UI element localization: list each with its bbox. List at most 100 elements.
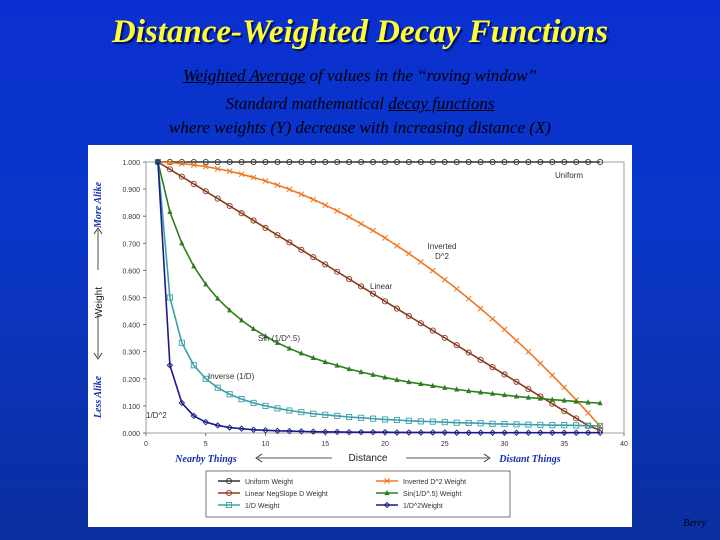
data-point: [166, 159, 173, 166]
data-point: [597, 158, 604, 166]
legend-entry-label: Sin(1/D^.5) Weight: [403, 491, 461, 498]
data-point: [250, 426, 257, 433]
data-point: [250, 325, 257, 332]
data-point: [537, 158, 544, 166]
decay-functions-term: decay functions: [388, 94, 495, 113]
data-point: [393, 158, 401, 166]
series-uniform-weight: [154, 158, 604, 166]
y-tick-label: 0.500: [122, 296, 140, 303]
data-point: [322, 261, 329, 268]
data-point: [478, 389, 484, 395]
data-point: [262, 427, 269, 434]
subtitle-line-2: Standard mathematical decay functions: [0, 94, 720, 114]
x-tick-label: 30: [501, 441, 509, 448]
data-point: [203, 281, 209, 287]
data-point: [358, 414, 365, 421]
x-tick-label: 25: [441, 441, 449, 448]
data-point: [346, 365, 352, 372]
data-point: [585, 409, 592, 416]
data-point: [537, 429, 544, 436]
data-point: [441, 158, 448, 166]
data-point: [384, 478, 390, 484]
data-point: [250, 217, 257, 224]
subtitle-line-1: Weighted Average of values in the “rovin…: [0, 66, 720, 86]
data-point: [358, 368, 364, 375]
data-point: [501, 391, 508, 398]
data-point: [381, 158, 389, 166]
data-point: [585, 399, 591, 405]
data-point: [477, 356, 484, 363]
data-point: [202, 418, 209, 426]
annotation-label: 1/D^2: [146, 411, 167, 420]
data-point: [429, 267, 436, 274]
data-point: [370, 371, 376, 377]
data-point: [513, 337, 520, 344]
data-point: [286, 407, 293, 414]
data-point: [489, 158, 496, 166]
data-point: [274, 232, 281, 239]
data-point: [369, 428, 377, 436]
data-point: [525, 429, 532, 436]
data-point: [190, 162, 197, 168]
data-point: [286, 239, 293, 246]
data-point: [346, 214, 353, 220]
data-point: [417, 418, 424, 425]
data-point: [333, 428, 341, 436]
data-point: [298, 191, 305, 198]
data-point: [525, 421, 532, 428]
data-point: [453, 429, 460, 436]
data-point: [357, 428, 365, 436]
data-point: [334, 158, 341, 166]
data-point: [226, 168, 233, 175]
x-left-label: Nearby Things: [174, 454, 237, 465]
data-point: [573, 158, 580, 166]
data-point: [489, 315, 496, 322]
chart-labels: Weight More Alike Less Alike Distance Nearby…: [93, 171, 583, 465]
data-point: [573, 398, 579, 404]
data-point: [225, 501, 233, 509]
data-point: [250, 174, 257, 181]
data-point: [346, 276, 353, 283]
data-point: [465, 349, 472, 356]
data-point: [262, 402, 269, 409]
legend-entry-label: Inverted D^2 Weight: [403, 479, 466, 486]
data-point: [310, 254, 317, 261]
data-point: [322, 158, 329, 166]
annotation-label: Uniform: [555, 171, 583, 180]
data-point: [441, 334, 448, 341]
x-axis-title: Distance: [349, 453, 388, 464]
data-point: [226, 424, 233, 431]
data-point: [561, 158, 568, 166]
chart-legend: Uniform Weight Inverted D^2 Weight Linear …: [205, 470, 511, 518]
data-point: [238, 171, 245, 178]
data-point: [202, 163, 209, 170]
y-tick-label: 0.400: [122, 323, 140, 330]
data-point: [239, 317, 245, 323]
data-point: [501, 158, 508, 166]
data-point: [202, 375, 209, 382]
data-point: [441, 419, 448, 426]
data-point: [370, 415, 377, 422]
annotation-label: Inverted: [428, 242, 457, 251]
data-point: [346, 413, 353, 421]
data-point: [477, 420, 484, 427]
data-point: [489, 420, 496, 427]
data-point: [561, 407, 568, 415]
decay-chart: 0.000 0.100 0.200 0.300 0.400 0.500 0.600 0.700…: [93, 158, 628, 518]
data-point: [406, 378, 412, 385]
data-point: [501, 326, 508, 333]
annotation-label: D^2: [435, 252, 450, 261]
data-point: [573, 422, 580, 429]
data-point: [190, 362, 197, 369]
data-point: [214, 165, 221, 172]
data-point: [584, 429, 592, 436]
plot-area: [145, 161, 625, 434]
data-point: [393, 242, 400, 249]
data-point: [572, 429, 580, 436]
data-point: [417, 259, 424, 265]
data-point: [334, 268, 341, 275]
data-point: [178, 173, 185, 180]
data-point: [298, 428, 305, 435]
data-point: [369, 158, 377, 166]
data-point: [345, 428, 353, 436]
